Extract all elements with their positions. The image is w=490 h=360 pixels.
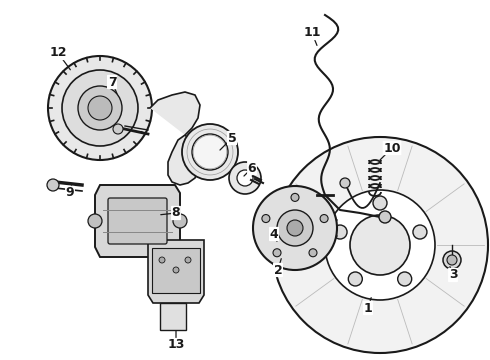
Circle shape <box>62 70 138 146</box>
Circle shape <box>185 257 191 263</box>
Text: 2: 2 <box>273 264 282 276</box>
Circle shape <box>277 210 313 246</box>
Circle shape <box>48 56 152 160</box>
Circle shape <box>340 178 350 188</box>
Text: 4: 4 <box>270 228 278 240</box>
Circle shape <box>287 220 303 236</box>
Circle shape <box>173 267 179 273</box>
Circle shape <box>192 134 228 170</box>
Circle shape <box>173 214 187 228</box>
Circle shape <box>291 193 299 201</box>
Text: 3: 3 <box>449 269 457 282</box>
Text: 11: 11 <box>303 27 321 40</box>
Text: 8: 8 <box>172 207 180 220</box>
Circle shape <box>253 186 337 270</box>
Text: 1: 1 <box>364 302 372 315</box>
Text: 10: 10 <box>383 141 401 154</box>
Circle shape <box>262 215 270 222</box>
Text: 9: 9 <box>66 186 74 199</box>
Circle shape <box>309 249 317 257</box>
Circle shape <box>348 272 362 286</box>
Circle shape <box>320 215 328 222</box>
Polygon shape <box>150 92 200 185</box>
Polygon shape <box>148 240 204 303</box>
Circle shape <box>413 225 427 239</box>
Circle shape <box>113 124 123 134</box>
Circle shape <box>398 272 412 286</box>
Circle shape <box>325 190 435 300</box>
Circle shape <box>373 196 387 210</box>
Circle shape <box>182 124 238 180</box>
Text: 6: 6 <box>247 162 256 175</box>
Polygon shape <box>95 185 180 257</box>
Circle shape <box>47 179 59 191</box>
FancyBboxPatch shape <box>108 198 167 244</box>
Circle shape <box>88 214 102 228</box>
Circle shape <box>159 257 165 263</box>
Text: 12: 12 <box>49 46 67 59</box>
Circle shape <box>88 96 112 120</box>
Polygon shape <box>160 303 186 330</box>
Text: 7: 7 <box>108 76 117 89</box>
Circle shape <box>447 255 457 265</box>
Circle shape <box>379 211 391 223</box>
Circle shape <box>272 137 488 353</box>
Polygon shape <box>152 248 200 293</box>
Text: 13: 13 <box>167 338 185 351</box>
Circle shape <box>443 251 461 269</box>
Circle shape <box>78 86 122 130</box>
Circle shape <box>350 215 410 275</box>
Circle shape <box>229 162 261 194</box>
Circle shape <box>273 249 281 257</box>
Circle shape <box>333 225 347 239</box>
Text: 5: 5 <box>228 131 236 144</box>
Circle shape <box>237 170 253 186</box>
